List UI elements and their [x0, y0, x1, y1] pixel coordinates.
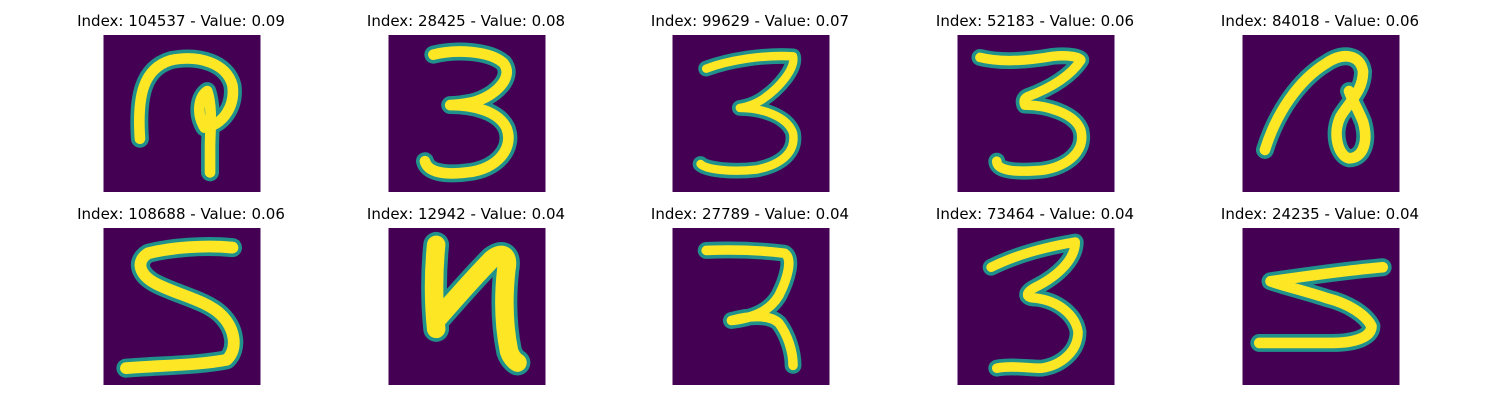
- image-panel-2: Index: 28425 - Value: 0.08: [351, 0, 581, 192]
- image-panel-1: Index: 104537 - Value: 0.09: [66, 0, 296, 192]
- panel-title: Index: 73464 - Value: 0.04: [935, 205, 1135, 223]
- image-panel-9: Index: 73464 - Value: 0.04: [920, 193, 1150, 385]
- handwritten-loop-glyph-icon: [103, 35, 261, 192]
- handwritten-3-icon: [957, 228, 1115, 385]
- handwritten-3-icon: [388, 35, 546, 192]
- handwritten-5-icon: [103, 228, 261, 385]
- panel-title: Index: 99629 - Value: 0.07: [650, 12, 850, 30]
- panel-title: Index: 27789 - Value: 0.04: [650, 205, 850, 223]
- image-panel-4: Index: 52183 - Value: 0.06: [920, 0, 1150, 192]
- handwritten-7-icon: [672, 228, 830, 385]
- panel-title: Index: 24235 - Value: 0.04: [1220, 205, 1420, 223]
- handwritten-3-icon: [957, 35, 1115, 192]
- image-panel-3: Index: 99629 - Value: 0.07: [635, 0, 865, 192]
- panel-title: Index: 12942 - Value: 0.04: [366, 205, 566, 223]
- handwritten-loop-glyph-icon: [1242, 35, 1400, 192]
- handwritten-4-icon: [388, 228, 546, 385]
- image-panel-5: Index: 84018 - Value: 0.06: [1205, 0, 1435, 192]
- panel-title: Index: 84018 - Value: 0.06: [1220, 12, 1420, 30]
- handwritten-5-icon: [1242, 228, 1400, 385]
- panel-title: Index: 28425 - Value: 0.08: [366, 12, 566, 30]
- image-panel-8: Index: 27789 - Value: 0.04: [635, 193, 865, 385]
- panel-title: Index: 104537 - Value: 0.09: [77, 12, 285, 30]
- image-panel-7: Index: 12942 - Value: 0.04: [351, 193, 581, 385]
- panel-title: Index: 108688 - Value: 0.06: [77, 205, 285, 223]
- image-panel-6: Index: 108688 - Value: 0.06: [66, 193, 296, 385]
- handwritten-3-icon: [672, 35, 830, 192]
- panel-title: Index: 52183 - Value: 0.06: [935, 12, 1135, 30]
- image-panel-10: Index: 24235 - Value: 0.04: [1205, 193, 1435, 385]
